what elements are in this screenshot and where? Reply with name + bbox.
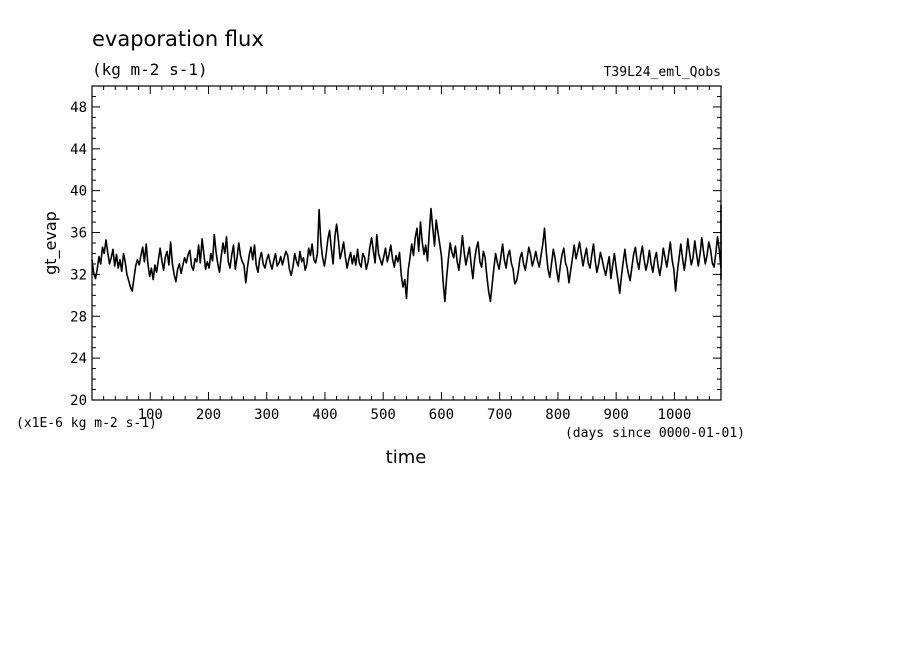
x-axis: 100 200 300 400 500 600 700 800 900 1000: [103, 86, 710, 423]
plot-area: 100 200 300 400 500 600 700 800 900 1000 20 24 28 32…: [70, 85, 722, 423]
run-label: T39L24_eml_Qobs: [604, 65, 721, 80]
y-axis: 20 24 28 32 36 40 44 48: [70, 95, 721, 409]
x-axis-title: time: [386, 447, 427, 468]
y-tick-label: 32: [70, 267, 87, 283]
x-tick-label: 700: [487, 407, 512, 423]
y-tick-label: 20: [70, 393, 87, 409]
x-tick-label: 200: [196, 407, 221, 423]
y-tick-label: 48: [70, 100, 87, 116]
y-axis-title: gt_evap: [41, 211, 61, 275]
chart-title: evaporation flux: [92, 27, 264, 51]
y-tick-label: 40: [70, 184, 87, 200]
x-units-label: (days since 0000-01-01): [565, 426, 745, 441]
x-tick-label: 500: [371, 407, 396, 423]
x-tick-label: 300: [254, 407, 279, 423]
y-units-label: (x1E-6 kg m-2 s-1): [16, 416, 157, 431]
plot-frame: [91, 85, 722, 401]
x-tick-label: 400: [312, 407, 337, 423]
x-tick-label: 100: [138, 407, 163, 423]
chart-subtitle: (kg m-2 s-1): [92, 60, 208, 79]
y-tick-label: 44: [70, 142, 87, 158]
x-tick-label: 800: [545, 407, 570, 423]
y-tick-label: 24: [70, 351, 87, 367]
y-tick-label: 36: [70, 226, 87, 242]
y-tick-label: 28: [70, 309, 87, 325]
x-tick-label: 900: [604, 407, 629, 423]
series-line-gt-evap: [91, 204, 722, 303]
x-tick-label: 600: [429, 407, 454, 423]
x-tick-label: 1000: [658, 407, 692, 423]
